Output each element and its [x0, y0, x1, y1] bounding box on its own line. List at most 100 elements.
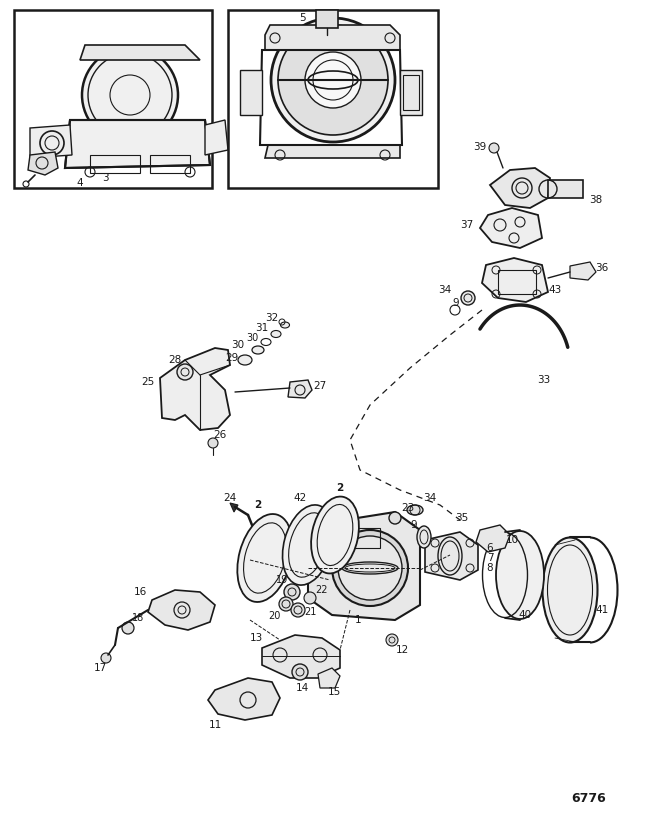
- Text: 17: 17: [93, 663, 107, 673]
- Circle shape: [304, 592, 316, 604]
- Text: 25: 25: [141, 377, 155, 387]
- Text: 26: 26: [213, 430, 227, 440]
- Text: 21: 21: [304, 607, 316, 617]
- Bar: [338, 528, 380, 548]
- Text: 35: 35: [456, 513, 469, 523]
- Polygon shape: [65, 120, 210, 168]
- Text: 34: 34: [439, 285, 452, 295]
- Circle shape: [305, 52, 361, 108]
- Polygon shape: [570, 262, 596, 280]
- Polygon shape: [80, 45, 200, 60]
- Text: 22: 22: [316, 585, 329, 595]
- Text: 8: 8: [487, 563, 493, 573]
- Text: 2: 2: [336, 483, 343, 493]
- Text: 18: 18: [132, 613, 144, 623]
- Text: 41: 41: [596, 605, 608, 615]
- Circle shape: [82, 47, 178, 143]
- Text: 37: 37: [460, 220, 474, 230]
- Text: 28: 28: [168, 355, 181, 365]
- Circle shape: [292, 664, 308, 680]
- Ellipse shape: [407, 505, 423, 515]
- Text: 39: 39: [474, 142, 487, 152]
- Bar: [90, 155, 140, 173]
- Circle shape: [386, 634, 398, 646]
- Text: 2: 2: [255, 500, 262, 510]
- Circle shape: [291, 603, 305, 617]
- Bar: [228, 10, 438, 188]
- Ellipse shape: [271, 330, 281, 338]
- Text: 11: 11: [209, 720, 222, 730]
- Polygon shape: [148, 590, 215, 630]
- Text: 6: 6: [487, 543, 493, 553]
- Polygon shape: [482, 258, 548, 302]
- Circle shape: [389, 512, 401, 524]
- Bar: [400, 70, 422, 115]
- Text: 31: 31: [255, 323, 269, 333]
- Polygon shape: [205, 120, 228, 155]
- Text: 43: 43: [548, 285, 562, 295]
- Text: 9: 9: [411, 520, 417, 530]
- Polygon shape: [28, 152, 58, 175]
- Polygon shape: [265, 145, 400, 158]
- Polygon shape: [476, 525, 510, 552]
- Text: 33: 33: [537, 375, 551, 385]
- Polygon shape: [230, 503, 238, 512]
- Text: 36: 36: [596, 263, 608, 273]
- Ellipse shape: [542, 538, 597, 642]
- Text: 5: 5: [299, 13, 305, 23]
- Text: 34: 34: [423, 493, 437, 503]
- Ellipse shape: [238, 355, 252, 365]
- Circle shape: [278, 25, 388, 135]
- Text: 3: 3: [102, 173, 108, 183]
- Ellipse shape: [311, 497, 359, 574]
- Polygon shape: [265, 25, 400, 50]
- Circle shape: [338, 536, 402, 600]
- Circle shape: [279, 597, 293, 611]
- Polygon shape: [318, 668, 340, 688]
- Ellipse shape: [281, 322, 290, 328]
- Ellipse shape: [417, 526, 431, 548]
- Polygon shape: [480, 208, 542, 248]
- Circle shape: [101, 653, 111, 663]
- Text: 1: 1: [354, 615, 362, 625]
- Text: 20: 20: [268, 611, 280, 621]
- Text: 38: 38: [590, 195, 603, 205]
- Bar: [548, 180, 583, 198]
- Text: 9: 9: [453, 298, 459, 308]
- Text: 27: 27: [314, 381, 327, 391]
- Circle shape: [332, 530, 408, 606]
- Text: 24: 24: [224, 493, 237, 503]
- Polygon shape: [30, 125, 72, 158]
- Circle shape: [177, 364, 193, 380]
- Bar: [14, 10, 212, 188]
- Bar: [150, 155, 190, 173]
- Circle shape: [271, 18, 395, 142]
- Bar: [498, 270, 536, 294]
- Text: 14: 14: [295, 683, 308, 693]
- Text: 12: 12: [395, 645, 409, 655]
- Circle shape: [461, 291, 475, 305]
- Text: 19: 19: [276, 575, 288, 585]
- Text: 29: 29: [226, 353, 238, 363]
- Text: 23: 23: [401, 503, 415, 513]
- Ellipse shape: [252, 346, 264, 354]
- Ellipse shape: [283, 505, 334, 585]
- Bar: [240, 70, 262, 115]
- Text: 13: 13: [249, 633, 262, 643]
- Circle shape: [284, 584, 300, 600]
- Polygon shape: [262, 635, 340, 678]
- Text: 16: 16: [133, 587, 146, 597]
- Ellipse shape: [496, 531, 544, 619]
- Polygon shape: [490, 168, 550, 208]
- Polygon shape: [160, 348, 230, 430]
- Text: 7: 7: [487, 553, 493, 563]
- Bar: [403, 75, 419, 110]
- Polygon shape: [308, 512, 420, 620]
- Ellipse shape: [237, 514, 293, 602]
- Text: 42: 42: [294, 493, 307, 503]
- Text: 6776: 6776: [572, 792, 606, 805]
- Text: 4: 4: [76, 178, 84, 188]
- Polygon shape: [425, 532, 478, 580]
- Circle shape: [489, 143, 499, 153]
- Text: 15: 15: [327, 687, 341, 697]
